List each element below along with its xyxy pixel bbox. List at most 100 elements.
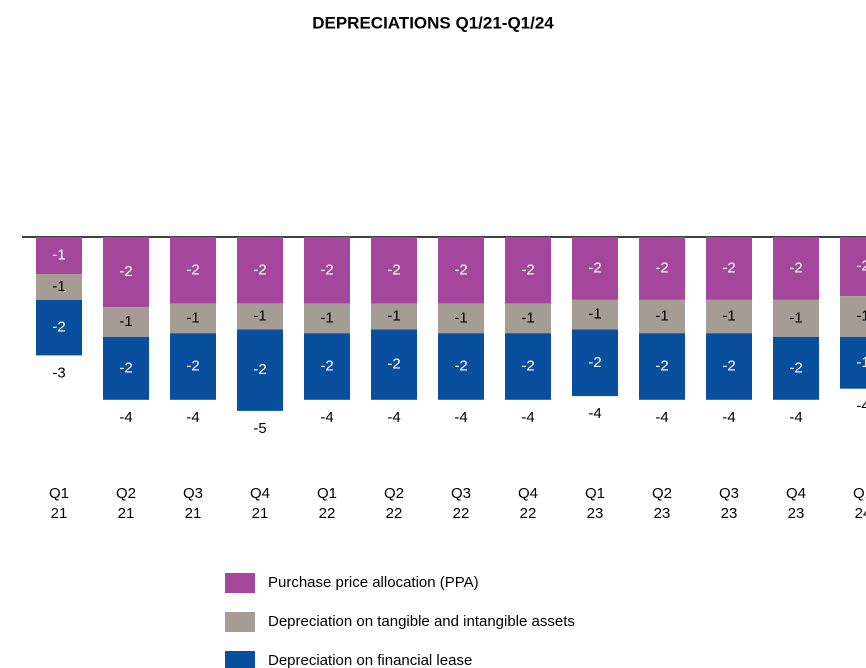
data-label: -1 [856,354,866,371]
data-label: -2 [119,263,132,280]
data-label: -2 [454,261,467,278]
legend-swatch [225,651,255,668]
data-label: -1 [320,309,333,326]
x-tick-line: 22 [520,505,537,522]
x-tick-line: Q3 [451,485,471,502]
x-tick-line: Q4 [250,485,270,502]
bar-segment [170,333,216,400]
data-label: -2 [655,357,668,374]
data-label: -1 [253,308,266,325]
x-tick-label: Q4 21 [250,485,270,522]
data-label: -2 [588,259,601,276]
bar-segment [706,333,752,400]
bar-segment [706,237,752,300]
bar-segment [237,303,283,330]
data-label: -1 [655,308,668,325]
x-tick-line: Q2 [384,485,404,502]
data-label: -1 [119,313,132,330]
total-label: -4 [722,409,735,426]
legend-label: Purchase price allocation (PPA) [268,574,479,591]
data-label: -2 [253,261,266,278]
x-tick-label: Q1 21 [49,485,69,522]
data-label: -1 [521,309,534,326]
x-tick-label: Q2 21 [116,485,136,522]
total-label: -4 [454,409,467,426]
data-label: -2 [789,259,802,276]
data-label: -2 [655,259,668,276]
bar-segment [304,237,350,304]
bar-segment [773,299,819,337]
data-label: -2 [722,357,735,374]
bar-segment [840,237,866,297]
total-label: -4 [387,409,400,426]
bar-segment [36,237,82,274]
data-label: -2 [521,357,534,374]
x-tick-line: 23 [654,505,671,522]
total-label: -4 [186,409,199,426]
total-label: -4 [119,409,132,426]
x-tick-line: Q4 [786,485,806,502]
x-tick-line: Q1 [317,485,337,502]
data-label: -2 [588,354,601,371]
x-tick-label: Q4 22 [518,485,538,522]
data-label: -2 [320,357,333,374]
total-label: -4 [789,409,802,426]
bar-segment [572,237,618,300]
data-label: -2 [722,259,735,276]
data-label: -1 [387,308,400,325]
x-tick-line: Q3 [719,485,739,502]
x-tick-line: 21 [185,505,202,522]
bar-segment [371,303,417,330]
data-label: -2 [789,359,802,376]
data-label: -2 [320,261,333,278]
bar-segment [170,237,216,304]
bar-segment [103,336,149,400]
x-tick-line: 21 [51,505,68,522]
x-tick-line: 23 [721,505,738,522]
data-label: -2 [856,258,866,275]
data-label: -2 [186,261,199,278]
bar-segment [304,303,350,334]
x-tick-line: Q4 [518,485,538,502]
x-tick-label: Q3 22 [451,485,471,522]
data-label: -2 [387,261,400,278]
bar-segment [170,303,216,334]
x-tick-label: Q3 21 [183,485,203,522]
x-tick-line: Q1 [853,485,866,502]
x-tick-line: 22 [386,505,403,522]
total-label: -4 [856,398,866,415]
data-label: -1 [856,308,866,325]
legend-label: Depreciation on financial lease [268,652,472,668]
bar-segment [36,274,82,300]
data-label: -1 [52,278,65,295]
bar-segment [639,299,685,334]
x-tick-line: 21 [118,505,135,522]
x-tick-line: Q2 [116,485,136,502]
bar-segment [639,333,685,400]
bar-segment [371,329,417,400]
total-label: -4 [588,405,601,422]
x-tick-line: Q1 [585,485,605,502]
data-label: -2 [52,319,65,336]
bar-segment [840,336,866,389]
data-label: -2 [186,357,199,374]
bar-segment [773,237,819,300]
bar-segment [237,329,283,411]
bar-segment [103,237,149,308]
x-tick-label: Q2 22 [384,485,404,522]
total-label: -5 [253,420,266,437]
x-tick-label: Q4 23 [786,485,806,522]
x-tick-label: Q1 22 [317,485,337,522]
x-tick-label: Q1 23 [585,485,605,522]
bar-segment [505,303,551,334]
bar-segment [505,237,551,304]
chart-title: DEPRECIATIONS Q1/21-Q1/24 [312,13,554,32]
bar-segment [706,299,752,334]
data-label: -1 [722,308,735,325]
bar-segment [371,237,417,304]
x-tick-line: 24 [855,505,866,522]
total-label: -3 [52,364,65,381]
x-tick-line: Q2 [652,485,672,502]
data-label: -1 [186,309,199,326]
